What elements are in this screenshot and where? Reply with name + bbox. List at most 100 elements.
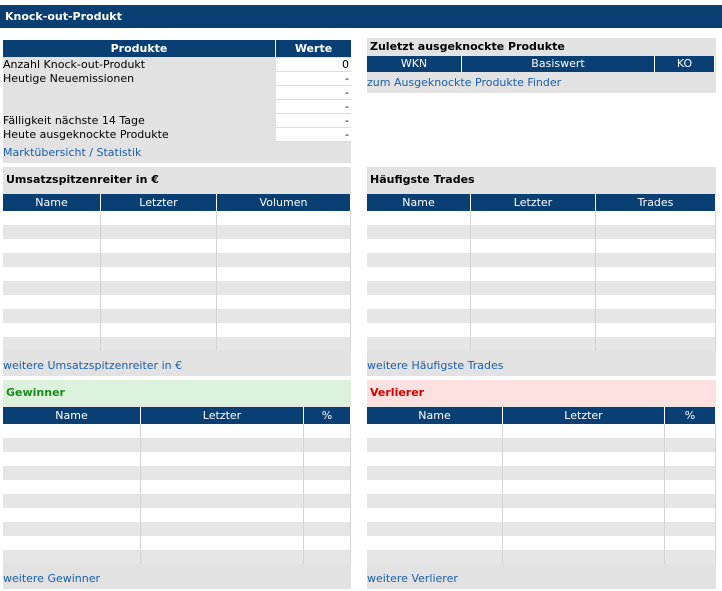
cell — [304, 522, 351, 536]
cell — [665, 452, 716, 466]
link[interactable]: weitere Umsatzspitzenreiter in € — [3, 359, 183, 372]
cell — [101, 337, 217, 351]
cell — [596, 225, 716, 239]
cell — [217, 253, 351, 267]
cell — [3, 211, 101, 225]
link[interactable]: weitere Verlierer — [367, 572, 458, 585]
cell — [3, 424, 141, 438]
cell — [367, 267, 471, 281]
cell — [141, 522, 304, 536]
cell — [503, 550, 665, 564]
cell — [217, 323, 351, 337]
cell — [367, 508, 503, 522]
cell — [596, 323, 716, 337]
cell — [3, 466, 141, 480]
cell — [471, 225, 596, 239]
cell — [471, 323, 596, 337]
cell — [471, 267, 596, 281]
cell — [471, 253, 596, 267]
page-title: Knock-out-Produkt — [0, 5, 722, 28]
link[interactable]: weitere Häufigste Trades — [367, 359, 504, 372]
link[interactable]: weitere Gewinner — [3, 572, 101, 585]
column-header: KO — [655, 56, 715, 72]
column-header: Name — [3, 194, 101, 211]
section-title: Zuletzt ausgeknockte Produkte — [370, 40, 565, 53]
cell — [141, 466, 304, 480]
row-value: 0 — [276, 58, 351, 72]
column-header: Werte — [276, 40, 351, 57]
column-header: Letzter — [471, 194, 596, 211]
cell — [596, 211, 716, 225]
cell — [367, 295, 471, 309]
cell — [141, 494, 304, 508]
cell — [217, 225, 351, 239]
cell — [503, 466, 665, 480]
cell — [367, 281, 471, 295]
cell — [367, 438, 503, 452]
cell — [101, 267, 217, 281]
cell — [596, 309, 716, 323]
column-header: Trades — [596, 194, 716, 211]
cell — [304, 550, 351, 564]
cell — [503, 452, 665, 466]
link[interactable]: zum Ausgeknockte Produkte Finder — [367, 76, 562, 89]
column-header: Name — [367, 407, 503, 424]
cell — [141, 480, 304, 494]
cell — [304, 494, 351, 508]
cell — [596, 239, 716, 253]
cell — [3, 452, 141, 466]
cell — [304, 536, 351, 550]
cell — [503, 522, 665, 536]
cell — [367, 522, 503, 536]
column-header: Letzter — [101, 194, 217, 211]
cell — [471, 239, 596, 253]
cell — [3, 536, 141, 550]
cell — [503, 494, 665, 508]
column-header: % — [665, 407, 716, 424]
cell — [3, 522, 141, 536]
cell — [596, 253, 716, 267]
cell — [665, 466, 716, 480]
cell — [3, 267, 101, 281]
cell — [141, 424, 304, 438]
cell — [367, 480, 503, 494]
cell — [471, 337, 596, 351]
cell — [304, 508, 351, 522]
row-label: Heutige Neuemissionen — [3, 72, 135, 85]
cell — [367, 494, 503, 508]
row-label: Anzahl Knock-out-Produkt — [3, 58, 146, 71]
cell — [3, 480, 141, 494]
column-header: Letzter — [503, 407, 665, 424]
cell — [101, 211, 217, 225]
cell — [141, 536, 304, 550]
cell — [665, 536, 716, 550]
cell — [596, 281, 716, 295]
cell — [101, 281, 217, 295]
cell — [367, 424, 503, 438]
section-title: Gewinner — [3, 380, 351, 406]
cell — [217, 211, 351, 225]
cell — [665, 494, 716, 508]
cell — [665, 480, 716, 494]
cell — [3, 323, 101, 337]
column-header: Basiswert — [462, 56, 655, 72]
cell — [217, 267, 351, 281]
cell — [101, 323, 217, 337]
cell — [503, 508, 665, 522]
cell — [304, 424, 351, 438]
cell — [3, 438, 141, 452]
row-label: Heute ausgeknockte Produkte — [3, 128, 169, 141]
row-value: - — [276, 128, 351, 142]
cell — [304, 452, 351, 466]
cell — [141, 438, 304, 452]
section-title: Häufigste Trades — [370, 173, 475, 186]
cell — [367, 253, 471, 267]
cell — [503, 424, 665, 438]
cell — [3, 550, 141, 564]
cell — [503, 438, 665, 452]
cell — [471, 309, 596, 323]
link[interactable]: Marktübersicht / Statistik — [3, 146, 142, 159]
cell — [101, 295, 217, 309]
column-header: Name — [3, 407, 141, 424]
